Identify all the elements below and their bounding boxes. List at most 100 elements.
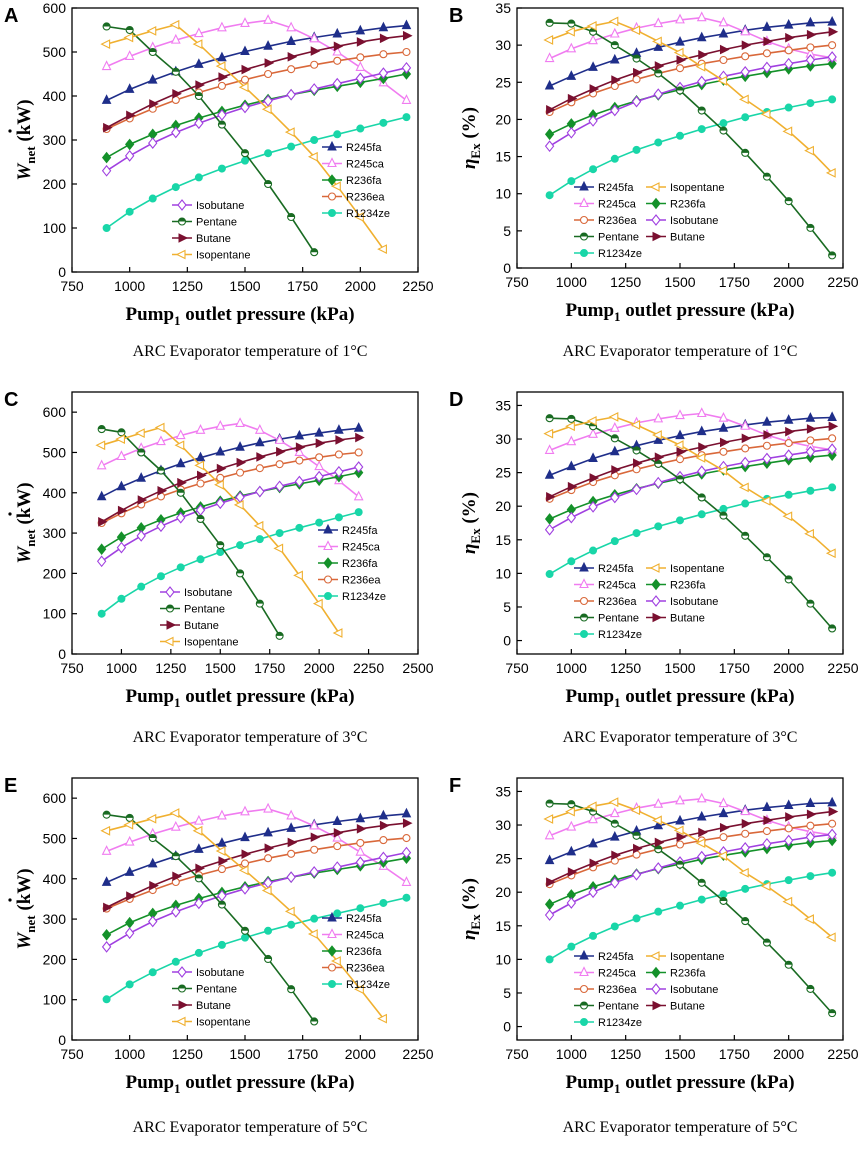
data-point <box>134 428 145 439</box>
data-point <box>194 460 205 471</box>
series-isopentane <box>95 422 343 638</box>
data-point <box>588 115 598 127</box>
data-point <box>126 891 136 901</box>
data-point <box>653 88 663 101</box>
data-point <box>631 868 642 881</box>
data-point <box>760 109 771 120</box>
data-point <box>149 99 159 109</box>
data-point <box>170 33 181 44</box>
x-tick-label: 750 <box>60 278 84 294</box>
data-point <box>825 548 836 559</box>
data-point <box>98 516 108 527</box>
x-tick-label: 1000 <box>556 1046 587 1062</box>
legend-marker <box>649 182 660 192</box>
data-point <box>217 120 226 129</box>
x-tick-label: 2250 <box>827 660 858 676</box>
data-point <box>309 866 319 878</box>
legend-label: R1234ze <box>346 979 390 991</box>
series-pentane <box>545 414 837 633</box>
legend: R245fa R245ca R236fa R236ea R1234ze <box>322 140 390 220</box>
data-point <box>673 825 684 836</box>
legend-entry: R236fa <box>646 966 706 980</box>
data-point <box>356 37 367 47</box>
y-tick-label: 600 <box>43 790 67 806</box>
data-point <box>608 16 619 27</box>
x-tick-label: 2000 <box>345 1046 376 1062</box>
series-pentane <box>97 425 284 640</box>
legend-label: Isobutane <box>670 984 718 996</box>
data-point <box>762 416 772 426</box>
data-point <box>401 68 412 80</box>
data-point <box>740 805 751 816</box>
data-point <box>828 819 837 828</box>
data-point <box>698 827 708 838</box>
series-isopentane <box>543 16 836 178</box>
data-point <box>806 486 815 495</box>
data-point <box>586 20 597 31</box>
series-r236ea <box>102 834 411 913</box>
data-point <box>783 18 794 29</box>
data-point <box>697 75 707 88</box>
chart-panel-d: 750 1000 1250 1500 1750 2000 2250 0 5 10 15 20 25 30 3… <box>449 389 858 746</box>
data-point <box>171 67 180 76</box>
data-point <box>195 80 205 90</box>
data-point <box>240 75 250 84</box>
data-point <box>295 442 306 453</box>
data-point <box>96 555 107 568</box>
data-point <box>156 520 166 533</box>
data-point <box>402 834 411 843</box>
data-point <box>545 570 554 579</box>
data-point <box>785 426 795 437</box>
data-point <box>147 74 158 84</box>
data-point <box>309 83 319 95</box>
data-point <box>148 47 157 57</box>
data-point <box>653 862 663 874</box>
data-point <box>240 17 250 27</box>
legend-entry: Butane <box>172 1000 231 1012</box>
data-point <box>828 483 837 492</box>
data-point <box>174 440 185 451</box>
series-r245fa <box>544 15 837 90</box>
x-tick-label: 1000 <box>106 660 137 676</box>
data-point <box>675 860 685 869</box>
legend-entry: R245ca <box>574 966 637 980</box>
x-tick-label: 1750 <box>719 1046 750 1062</box>
legend-marker <box>579 966 589 977</box>
y-axis-label: ηEx (%) <box>459 878 483 940</box>
data-point <box>609 445 620 456</box>
data-point <box>783 834 794 847</box>
series-line <box>106 813 315 1022</box>
legend-label: R236fa <box>346 946 382 958</box>
data-point <box>355 24 366 35</box>
panel-letter: B <box>449 5 463 27</box>
legend-entry: Isobutane <box>646 214 718 227</box>
data-point <box>610 922 619 931</box>
data-point <box>240 882 250 895</box>
legend-label: R1234ze <box>598 1017 642 1029</box>
data-point <box>264 854 273 863</box>
data-point <box>124 50 135 60</box>
series-butane <box>103 30 413 133</box>
legend-marker <box>651 966 661 979</box>
data-point <box>567 942 576 951</box>
data-point <box>806 436 815 445</box>
legend-entry: R245ca <box>318 540 381 554</box>
data-point <box>194 874 203 883</box>
legend-label: R245fa <box>598 182 634 194</box>
y-tick-label: 0 <box>58 264 66 280</box>
data-point <box>401 807 412 818</box>
data-point <box>804 528 814 539</box>
data-point <box>828 806 839 817</box>
data-point <box>137 448 146 457</box>
data-point <box>697 125 706 134</box>
data-point <box>263 826 273 837</box>
data-point <box>588 61 598 71</box>
legend-entry: R236ea <box>574 596 637 608</box>
data-point <box>741 818 752 829</box>
data-point <box>828 434 837 443</box>
legend-secondary: Isobutane Pentane Butane Isopentane <box>160 586 238 649</box>
data-point <box>176 488 185 497</box>
x-tick-label: 1500 <box>664 660 695 676</box>
data-point <box>96 490 107 501</box>
data-point <box>543 814 554 824</box>
